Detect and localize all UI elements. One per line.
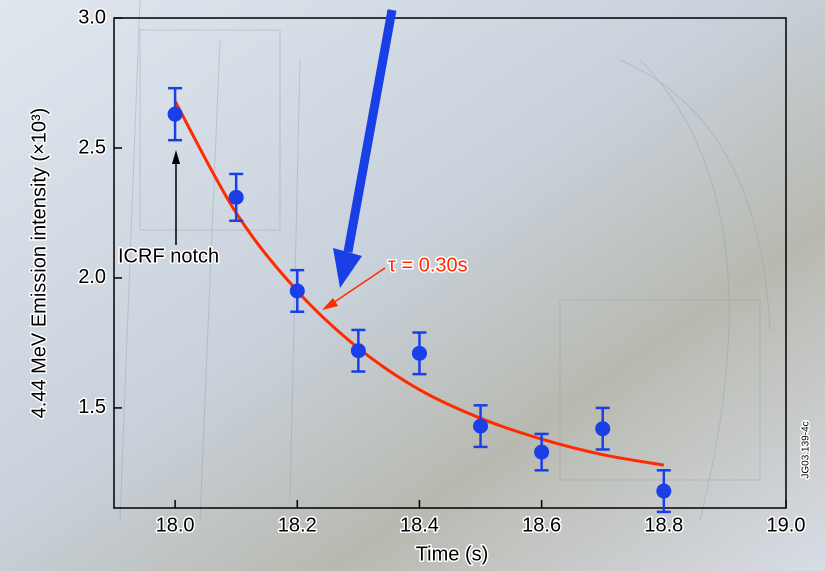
- x-tick-label: 18.0: [156, 514, 195, 536]
- notch-annotation: ICRF notch: [118, 245, 219, 267]
- reference-code: JG03.139-4c: [801, 421, 812, 478]
- y-tick-label: 2.0: [78, 266, 106, 288]
- x-tick-label: 19.0: [767, 514, 806, 536]
- photo-texture: [119, 0, 771, 521]
- pointer-arrow: [343, 9, 397, 253]
- data-point: [228, 189, 244, 205]
- x-tick-label: 18.8: [644, 514, 683, 536]
- notch-arrow-head: [172, 150, 180, 164]
- y-tick-label: 1.5: [78, 396, 106, 418]
- data-point: [167, 106, 183, 122]
- data-point: [595, 421, 611, 437]
- pointer-arrow-head: [333, 248, 362, 288]
- data-point: [534, 444, 550, 460]
- tau-arrow: [329, 267, 386, 306]
- x-tick-label: 18.2: [278, 514, 317, 536]
- x-tick-label: 18.4: [400, 514, 439, 536]
- y-tick-label: 3.0: [78, 6, 106, 28]
- x-tick-label: 18.6: [522, 514, 561, 536]
- data-point: [350, 343, 366, 359]
- plot-frame: [113, 17, 787, 509]
- tau-annotation: τ = 0.30s: [388, 254, 468, 276]
- y-axis-label: 4.44 MeV Emission intensity (×10³): [28, 108, 50, 419]
- x-axis-label: Time (s): [416, 543, 489, 565]
- data-point: [656, 483, 672, 499]
- data-point: [289, 283, 305, 299]
- tau-arrow-head: [322, 298, 338, 310]
- y-tick-label: 2.5: [78, 136, 106, 158]
- data-point: [411, 345, 427, 361]
- data-point: [473, 418, 489, 434]
